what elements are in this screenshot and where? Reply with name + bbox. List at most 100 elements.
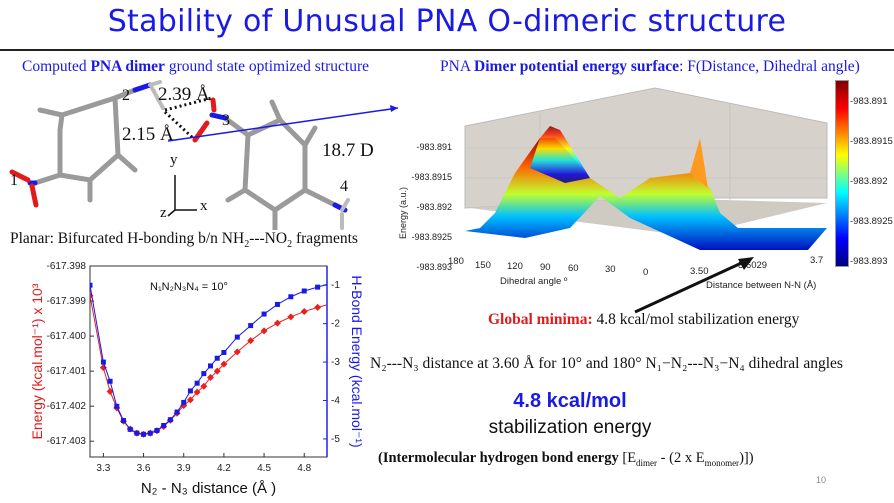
data-point <box>273 319 281 327</box>
chart-annotation: N₁N₂N₃N₄ = 10° <box>150 281 228 293</box>
y-right-tick-label: -1 <box>331 280 340 291</box>
x-tick-label: 4.2 <box>217 463 231 474</box>
dipole-label: 18.7 D <box>322 140 374 161</box>
y-right-tick-label: -2 <box>331 319 340 330</box>
z-tick: -983.8915 <box>411 172 452 182</box>
dihedral-axis: 180 150 120 90 60 30 0 Dihedral angle º <box>440 256 670 294</box>
axis-y-label: y <box>170 152 178 168</box>
z-tick: -983.891 <box>416 142 452 152</box>
stabilization-label: stabilization energy <box>488 417 652 438</box>
y-left-tick-label: -617.402 <box>47 401 87 412</box>
data-point <box>301 288 307 294</box>
atom-label-3: 3 <box>222 112 230 129</box>
data-point <box>154 427 160 433</box>
distance-label-1: 2.39 Å <box>158 84 210 105</box>
data-point <box>287 313 295 321</box>
data-point <box>201 371 207 377</box>
energy-surface-plot: -983.891 -983.8915 -983.892 -983.8925 -9… <box>398 87 828 272</box>
axis-z-label: z <box>160 205 167 221</box>
data-point <box>208 363 214 369</box>
axis-x-label: x <box>200 198 208 214</box>
data-point <box>288 294 294 300</box>
dihedral-tick: 120 <box>507 261 523 272</box>
series-right <box>90 282 327 437</box>
data-point <box>187 388 193 394</box>
data-point <box>200 382 208 390</box>
data-point <box>141 431 147 437</box>
data-point <box>233 348 241 356</box>
hbond-note: (Intermolecular hydrogen bond energy [Ed… <box>378 450 754 468</box>
global-minima-caption: Global minima: 4.8 kcal/mol stabilizatio… <box>488 311 800 328</box>
data-point <box>213 367 221 375</box>
distance-tick: 3.6029 <box>738 260 768 271</box>
dihedral-tick: 90 <box>540 262 551 273</box>
slide-title: Stability of Unusual PNA O-dimeric struc… <box>107 4 787 39</box>
colorbar-tick: -983.8925 <box>850 216 893 227</box>
data-point <box>234 334 240 340</box>
data-point <box>186 396 194 404</box>
data-point <box>248 323 254 329</box>
x-axis-label: N₂ - N₃ distance (Å ) <box>141 480 276 497</box>
atom-label-1: 1 <box>10 172 18 189</box>
data-point <box>207 373 215 381</box>
y-left-tick-label: -617.400 <box>47 331 87 342</box>
atom-label-4: 4 <box>340 178 348 195</box>
data-point <box>315 284 321 290</box>
colorbar-tick: -983.893 <box>850 256 888 267</box>
data-point <box>100 359 106 365</box>
colorbar-tick: -983.892 <box>850 176 888 187</box>
x-tick-label: 4.5 <box>257 463 271 474</box>
minima-arrow <box>634 257 754 314</box>
colorbar-tick: -983.891 <box>850 96 888 107</box>
page-number: 10 <box>816 475 827 485</box>
data-point <box>314 303 322 311</box>
dihedral-axis-label: Dihedral angle º <box>500 276 568 287</box>
y-right-tick-label: -5 <box>331 434 340 445</box>
data-point <box>328 300 335 307</box>
data-point <box>247 337 255 345</box>
y-left-tick-label: -617.398 <box>47 261 87 272</box>
structure-caption: Planar: Bifurcated H-bonding b/n NH2---N… <box>10 230 358 251</box>
atom-label-2: 2 <box>122 87 130 104</box>
x-tick-label: 3.3 <box>96 463 110 474</box>
stabilization-energy-value: 4.8 kcal/mol <box>513 390 627 412</box>
dihedral-tick: 180 <box>448 256 464 267</box>
distance-label-2: 2.15 Å <box>122 124 174 145</box>
data-point <box>127 426 133 432</box>
molecule-structure-image <box>9 80 399 230</box>
dihedral-tick: 60 <box>568 263 579 274</box>
data-point <box>114 403 120 409</box>
data-point <box>174 409 180 415</box>
dipole-vector <box>167 107 399 142</box>
y-left-tick-label: -617.401 <box>47 366 87 377</box>
distance-tick: 3.50 <box>690 266 709 277</box>
data-point <box>181 399 187 405</box>
data-point <box>300 308 308 316</box>
dihedral-tick: 0 <box>643 267 649 278</box>
z-tick: -983.892 <box>416 202 452 212</box>
z-tick: -983.893 <box>416 262 452 272</box>
data-point <box>134 430 140 436</box>
y-left-axis-label: Energy (kcal.mol⁻¹) x 10³ <box>29 283 45 439</box>
heading-text: Computed <box>22 58 91 75</box>
colorbar-tick: -983.8915 <box>850 136 893 147</box>
data-point <box>260 327 268 335</box>
data-point <box>261 311 267 317</box>
y-left-tick-label: -617.403 <box>47 436 87 447</box>
data-point <box>221 349 227 355</box>
x-tick-label: 4.8 <box>297 463 311 474</box>
data-point <box>274 301 280 307</box>
distance-axis-label: Distance between N-N (Å) <box>706 280 817 291</box>
y-right-axis-label: H-Bond Energy (kcal.mol⁻¹) <box>349 275 365 447</box>
surface-heading: PNA Dimer potential energy surface: F(Di… <box>440 58 860 75</box>
data-point <box>147 430 153 436</box>
x-tick-label: 3.6 <box>137 463 151 474</box>
data-point <box>167 417 173 423</box>
x-tick-label: 3.9 <box>177 463 191 474</box>
structure-heading: Computed PNA dimer ground state optimize… <box>22 58 369 76</box>
distance-axis: 3.50 3.6029 3.7 Distance between N-N (Å) <box>690 255 890 291</box>
data-point <box>107 378 113 384</box>
data-point <box>120 417 126 423</box>
y-left-tick-label: -617.399 <box>47 296 87 307</box>
data-point <box>220 360 228 368</box>
